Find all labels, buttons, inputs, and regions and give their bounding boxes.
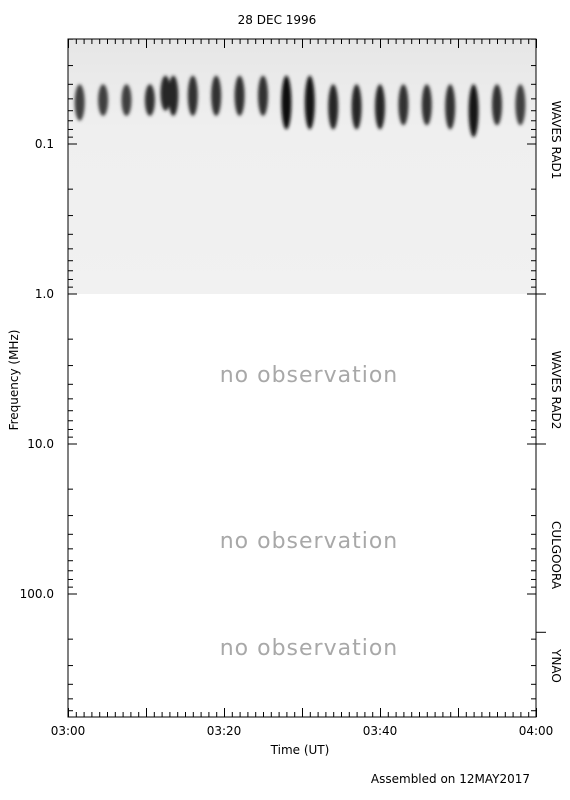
y-axis-label: Frequency (MHz) bbox=[7, 330, 21, 431]
no-observation-rad2: no observation bbox=[220, 363, 399, 388]
burst-mark bbox=[98, 84, 109, 116]
burst-mark bbox=[168, 75, 179, 116]
band-separators bbox=[536, 293, 546, 633]
x-axis-label: Time (UT) bbox=[270, 743, 330, 757]
y-tick-label: 1.0 bbox=[35, 287, 54, 301]
burst-mark bbox=[492, 84, 502, 126]
burst-mark bbox=[398, 84, 409, 126]
x-tick-label: 03:00 bbox=[51, 724, 86, 738]
band-label-culgoora: CULGOORA bbox=[549, 521, 563, 590]
burst-mark bbox=[144, 84, 155, 116]
burst-mark bbox=[328, 84, 339, 130]
assembled-note: Assembled on 12MAY2017 bbox=[371, 772, 530, 786]
no-observation-ynao: no observation bbox=[220, 636, 399, 661]
burst-mark bbox=[281, 75, 292, 130]
no-observation-culgoora: no observation bbox=[220, 529, 399, 554]
x-tick-label: 04:00 bbox=[519, 724, 554, 738]
burst-layer bbox=[74, 75, 526, 138]
y-tick-label: 10.0 bbox=[27, 437, 54, 451]
axis-tick-labels: 03:00 03:20 03:40 04:00 0.1 1.0 10.0 100.0 bbox=[20, 137, 554, 738]
x-tick-label: 03:40 bbox=[363, 724, 398, 738]
burst-mark bbox=[445, 84, 456, 130]
x-tick-label: 03:20 bbox=[207, 724, 242, 738]
burst-mark bbox=[421, 84, 432, 126]
y-tick-label: 0.1 bbox=[35, 137, 54, 151]
band-label-waves-rad1: WAVES RAD1 bbox=[549, 101, 563, 180]
burst-mark bbox=[74, 84, 85, 121]
burst-mark bbox=[468, 84, 479, 138]
axis-ticks bbox=[68, 38, 537, 717]
band-label-ynao: YNAO bbox=[549, 648, 563, 683]
burst-mark bbox=[258, 75, 268, 116]
burst-mark bbox=[160, 75, 171, 111]
burst-mark bbox=[121, 84, 132, 116]
burst-mark bbox=[304, 75, 315, 130]
burst-mark bbox=[234, 75, 245, 116]
burst-mark bbox=[375, 84, 385, 130]
y-tick-label: 100.0 bbox=[20, 587, 54, 601]
burst-mark bbox=[351, 84, 362, 130]
band-label-waves-rad2: WAVES RAD2 bbox=[549, 351, 563, 430]
burst-mark bbox=[211, 75, 222, 116]
burst-mark bbox=[515, 84, 526, 126]
burst-mark bbox=[187, 75, 198, 116]
chart-title: 28 DEC 1996 bbox=[238, 13, 317, 27]
waves-rad1-spectrum bbox=[68, 39, 536, 294]
